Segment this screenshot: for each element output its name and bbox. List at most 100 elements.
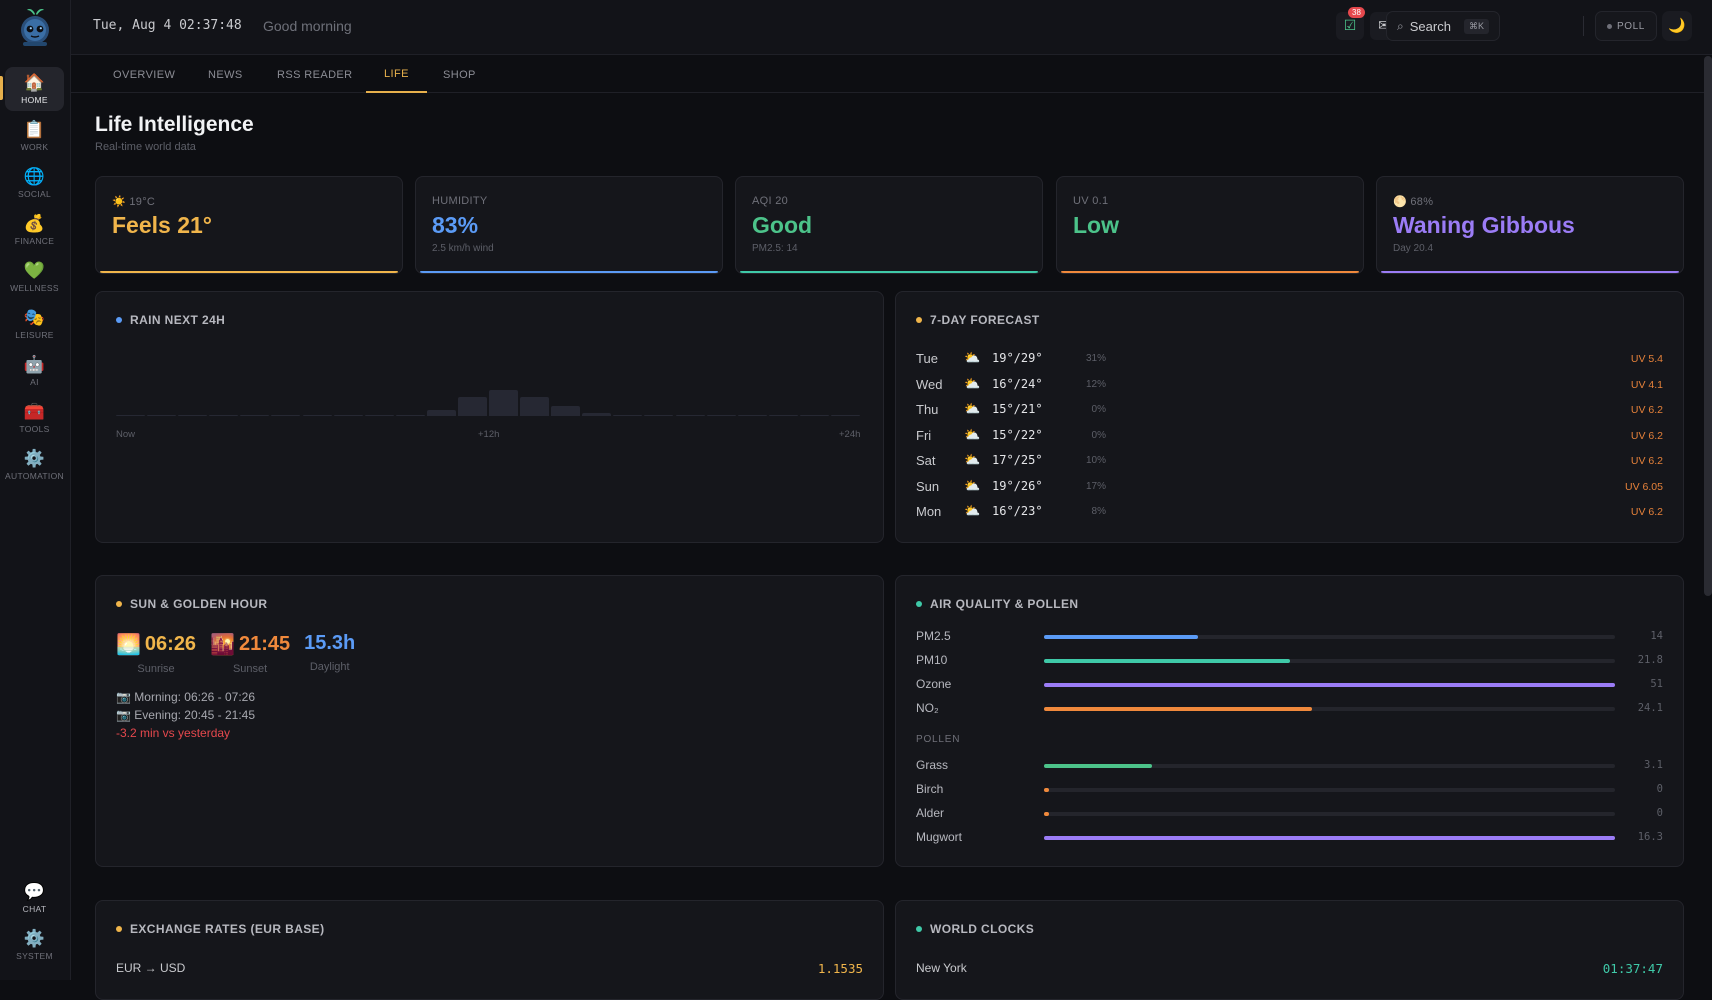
heart-icon: 💚: [23, 261, 46, 281]
sidebar-item-finance[interactable]: 💰 FINANCE: [5, 208, 64, 252]
rain-hour-bar: [364, 415, 394, 416]
humidity-label: HUMIDITY: [432, 195, 488, 207]
sun-times: 🌅 06:26 Sunrise 🌇 21:45 Sunset 15.3h Dayli…: [116, 632, 355, 675]
forecast-row[interactable]: Mon ⛅ 16°/23° 8% UV 6.2: [916, 502, 1663, 522]
tab-life[interactable]: LIFE: [366, 56, 427, 93]
metric-name: NO₂: [916, 701, 939, 715]
panel-dot: [916, 317, 922, 323]
globe-icon: 🌐: [23, 167, 46, 187]
sidebar-item-label: SYSTEM: [16, 951, 53, 961]
forecast-temp: 15°/21°: [992, 402, 1043, 416]
rain-hour-bar: [799, 415, 829, 416]
poll-button[interactable]: POLL: [1595, 11, 1657, 41]
humidity-card[interactable]: HUMIDITY 83% 2.5 km/h wind: [415, 176, 723, 274]
forecast-row[interactable]: Sun ⛅ 19°/26° 17% UV 6.05: [916, 477, 1663, 497]
mail-icon: ✉: [1378, 18, 1390, 34]
forecast-precip: 0%: [1091, 404, 1106, 415]
sidebar-item-system[interactable]: ⚙️ SYSTEM: [5, 923, 64, 967]
forecast-row[interactable]: Thu ⛅ 15°/21° 0% UV 6.2: [916, 400, 1663, 420]
metric-fill: [1044, 764, 1153, 768]
current-datetime: Tue, Aug 4 02:37:48: [93, 18, 242, 33]
forecast-row[interactable]: Fri ⛅ 15°/22° 0% UV 6.2: [916, 426, 1663, 446]
sidebar-item-tools[interactable]: 🧰 TOOLS: [5, 396, 64, 440]
search-button[interactable]: ⌕ Search ⌘K: [1386, 11, 1500, 41]
rain-hour-bar: [302, 415, 332, 416]
rain-hourly-chart: [116, 340, 862, 416]
metric-value: 14: [1650, 630, 1663, 642]
forecast-precip: 10%: [1086, 455, 1107, 466]
air-quality-title: AIR QUALITY & POLLEN: [930, 597, 1079, 611]
city-name: New York: [916, 961, 967, 975]
panel-title: WORLD CLOCKS: [916, 922, 1034, 936]
gear-icon: ⚙️: [23, 449, 46, 469]
clock-row[interactable]: New York 01:37:47: [916, 961, 1663, 976]
metric-fill: [1044, 659, 1290, 663]
metric-row: PM10 21.8: [916, 652, 1663, 670]
panel-title: EXCHANGE RATES (EUR BASE): [116, 922, 324, 936]
sidebar-item-social[interactable]: 🌐 SOCIAL: [5, 161, 64, 205]
golden-hour-evening: 📷 Evening: 20:45 - 21:45: [116, 708, 256, 722]
sidebar-item-leisure[interactable]: 🎭 LEISURE: [5, 302, 64, 346]
exchange-row[interactable]: EUR → USD 1.1535: [116, 961, 863, 976]
sidebar-item-automation[interactable]: ⚙️ AUTOMATION: [5, 443, 64, 487]
partly-cloudy-icon: ⛅: [964, 477, 981, 493]
app-logo[interactable]: [15, 6, 55, 48]
sidebar-item-wellness[interactable]: 💚 WELLNESS: [5, 255, 64, 299]
robot-logo-icon: [21, 9, 49, 46]
golden-hour-morning: 📷 Morning: 06:26 - 07:26: [116, 690, 256, 704]
tab-overview[interactable]: OVERVIEW: [113, 68, 176, 81]
sunset-time: 21:45: [238, 633, 291, 655]
sidebar-item-work[interactable]: 📋 WORK: [5, 114, 64, 158]
sidebar-item-home[interactable]: 🏠 HOME: [5, 67, 64, 111]
sidebar-item-chat[interactable]: 💬 CHAT: [5, 876, 64, 920]
forecast-day: Wed: [916, 376, 943, 392]
forecast-row[interactable]: Sat ⛅ 17°/25° 10% UV 6.2: [916, 451, 1663, 471]
panel-dot: [116, 926, 122, 932]
world-clocks-title: WORLD CLOCKS: [930, 922, 1035, 936]
uv-value: Low: [1073, 212, 1119, 238]
currency-pair: EUR → USD: [116, 961, 186, 975]
rain-hour-bar: [706, 415, 736, 416]
forecast-temp: 19°/26°: [992, 478, 1043, 493]
metric-name: Alder: [916, 806, 945, 820]
metric-track: [1044, 683, 1615, 687]
moon-phase-card[interactable]: 🌕 68% Waning Gibbous Day 20.4: [1376, 176, 1684, 274]
sunrise-icon: 🌅: [116, 634, 141, 656]
tab-news[interactable]: NEWS: [208, 68, 243, 81]
pm25-subtext: PM2.5: 14: [752, 243, 798, 254]
sidebar: 🏠 HOME 📋 WORK 🌐 SOCIAL 💰 FINANCE 💚 WELLN…: [0, 0, 71, 980]
rain-hour-bar: [551, 406, 581, 416]
metric-fill: [1044, 836, 1615, 840]
forecast-row[interactable]: Tue ⛅ 19°/29° 31% UV 5.4: [916, 349, 1663, 369]
metric-name: PM2.5: [916, 629, 951, 643]
forecast-uv: UV 5.4: [1630, 353, 1663, 365]
pollen-header: POLLEN: [916, 734, 961, 745]
weather-card[interactable]: ☀️ 19°C Feels 21°: [95, 176, 403, 274]
forecast-day: Sun: [916, 478, 940, 494]
notification-count-badge: 38: [1348, 7, 1365, 18]
exchange-title: EXCHANGE RATES (EUR BASE): [130, 922, 325, 936]
exchange-rates-panel: EXCHANGE RATES (EUR BASE) EUR → USD 1.15…: [95, 900, 884, 1000]
rain-hour-bar: [178, 415, 208, 416]
page-scrollbar[interactable]: [1704, 56, 1712, 596]
sidebar-item-label: HOME: [21, 95, 48, 105]
card-accent-bar: [1061, 271, 1359, 273]
tab-rss-reader[interactable]: RSS READER: [277, 68, 353, 81]
exchange-rate: 1.1535: [817, 961, 863, 976]
tab-shop[interactable]: SHOP: [443, 68, 476, 81]
sidebar-item-ai[interactable]: 🤖 AI: [5, 349, 64, 393]
section-tabs: OVERVIEW NEWS RSS READER LIFE SHOP: [71, 56, 1712, 93]
metric-fill: [1044, 707, 1313, 711]
metric-track: [1044, 659, 1615, 663]
uv-card[interactable]: UV 0.1 Low: [1056, 176, 1364, 274]
sidebar-item-label: WELLNESS: [10, 283, 59, 293]
metric-track: [1044, 836, 1615, 840]
forecast-day: Sat: [916, 453, 936, 468]
rain-hour-bar: [737, 415, 767, 416]
aqi-card[interactable]: AQI 20 Good PM2.5: 14: [735, 176, 1043, 274]
sunrise-caption: Sunrise: [137, 663, 175, 675]
partly-cloudy-icon: ⛅: [964, 375, 981, 391]
theme-toggle-button[interactable]: 🌙: [1662, 11, 1692, 41]
sidebar-item-label: LEISURE: [15, 330, 54, 340]
forecast-row[interactable]: Wed ⛅ 16°/24° 12% UV 4.1: [916, 375, 1663, 395]
